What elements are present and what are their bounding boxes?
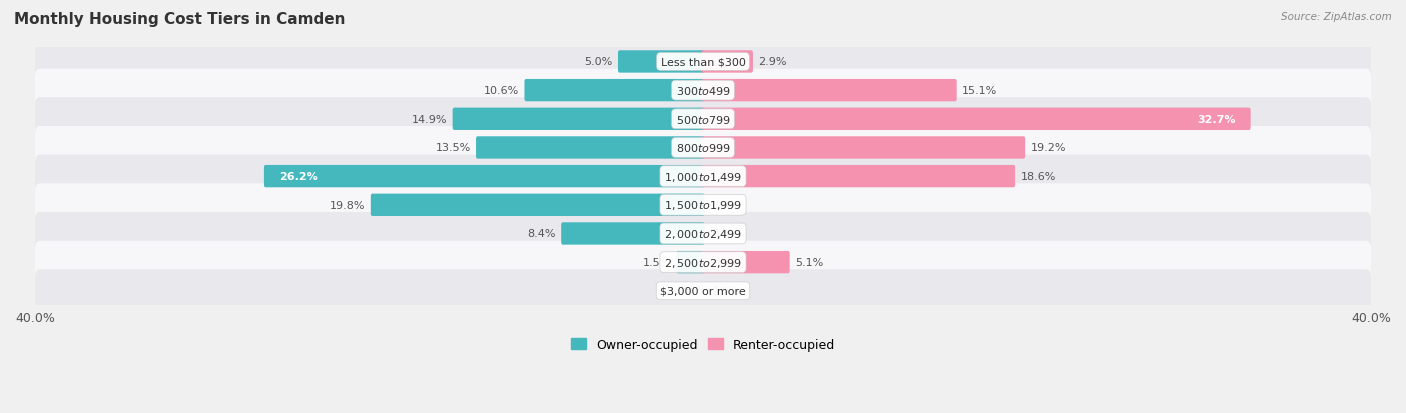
Text: $1,000 to $1,499: $1,000 to $1,499 (664, 170, 742, 183)
Text: 8.4%: 8.4% (527, 229, 555, 239)
Text: Monthly Housing Cost Tiers in Camden: Monthly Housing Cost Tiers in Camden (14, 12, 346, 27)
FancyBboxPatch shape (702, 252, 790, 274)
Text: 0.0%: 0.0% (711, 200, 740, 210)
Text: $800 to $999: $800 to $999 (675, 142, 731, 154)
Text: $500 to $799: $500 to $799 (675, 114, 731, 126)
Text: 5.1%: 5.1% (794, 258, 823, 268)
Text: $2,500 to $2,999: $2,500 to $2,999 (664, 256, 742, 269)
FancyBboxPatch shape (35, 270, 1371, 313)
FancyBboxPatch shape (702, 80, 956, 102)
Text: 32.7%: 32.7% (1198, 114, 1236, 124)
Text: 13.5%: 13.5% (436, 143, 471, 153)
FancyBboxPatch shape (702, 108, 1251, 131)
FancyBboxPatch shape (35, 241, 1371, 284)
FancyBboxPatch shape (35, 41, 1371, 84)
FancyBboxPatch shape (35, 98, 1371, 141)
FancyBboxPatch shape (35, 212, 1371, 255)
FancyBboxPatch shape (453, 108, 704, 131)
Text: $1,500 to $1,999: $1,500 to $1,999 (664, 199, 742, 212)
FancyBboxPatch shape (702, 166, 1015, 188)
Text: $3,000 or more: $3,000 or more (661, 286, 745, 296)
Text: 14.9%: 14.9% (412, 114, 447, 124)
Text: 10.6%: 10.6% (484, 86, 519, 96)
FancyBboxPatch shape (561, 223, 704, 245)
Text: $300 to $499: $300 to $499 (675, 85, 731, 97)
FancyBboxPatch shape (35, 155, 1371, 198)
Text: 5.0%: 5.0% (585, 57, 613, 67)
Text: 26.2%: 26.2% (278, 172, 318, 182)
Text: 0.0%: 0.0% (711, 229, 740, 239)
FancyBboxPatch shape (676, 252, 704, 274)
Text: 2.9%: 2.9% (758, 57, 786, 67)
Text: 19.8%: 19.8% (330, 200, 366, 210)
Text: 15.1%: 15.1% (962, 86, 997, 96)
FancyBboxPatch shape (524, 80, 704, 102)
Text: 19.2%: 19.2% (1031, 143, 1066, 153)
FancyBboxPatch shape (371, 194, 704, 216)
Text: 0.0%: 0.0% (711, 286, 740, 296)
Text: $2,000 to $2,499: $2,000 to $2,499 (664, 228, 742, 240)
FancyBboxPatch shape (35, 184, 1371, 227)
FancyBboxPatch shape (35, 127, 1371, 170)
FancyBboxPatch shape (35, 69, 1371, 112)
FancyBboxPatch shape (264, 166, 704, 188)
Text: Source: ZipAtlas.com: Source: ZipAtlas.com (1281, 12, 1392, 22)
FancyBboxPatch shape (702, 51, 754, 74)
FancyBboxPatch shape (619, 51, 704, 74)
Text: 0.0%: 0.0% (666, 286, 695, 296)
Text: Less than $300: Less than $300 (661, 57, 745, 67)
FancyBboxPatch shape (702, 137, 1025, 159)
Legend: Owner-occupied, Renter-occupied: Owner-occupied, Renter-occupied (567, 333, 839, 356)
Text: 1.5%: 1.5% (643, 258, 671, 268)
FancyBboxPatch shape (477, 137, 704, 159)
Text: 18.6%: 18.6% (1021, 172, 1056, 182)
